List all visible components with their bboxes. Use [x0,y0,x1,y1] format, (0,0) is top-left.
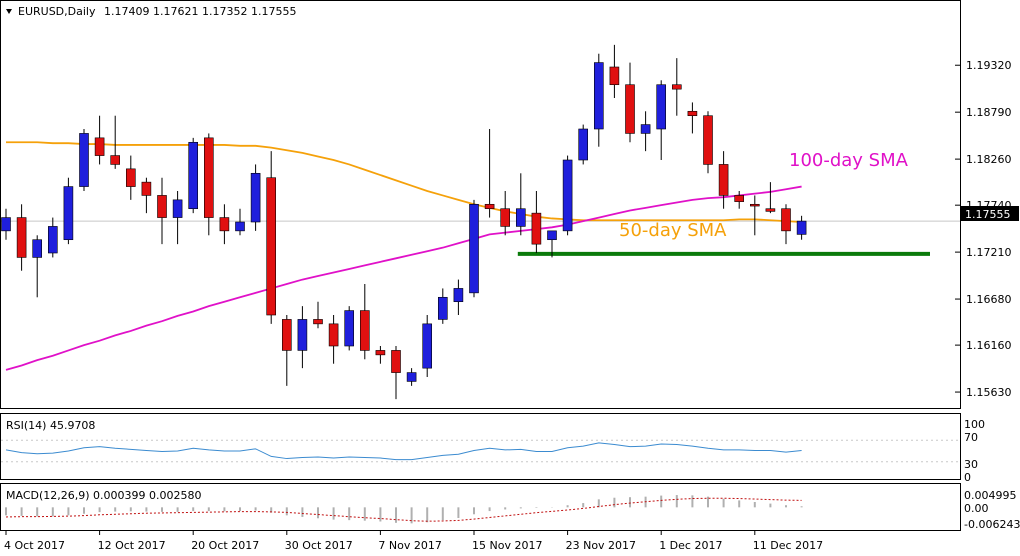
candle-bear [718,164,729,196]
candle-bear [500,208,511,227]
rsi-level-70: 70 [964,431,978,444]
macd-level-zero: 0.00 [964,502,989,515]
time-tick-label: 20 Oct 2017 [191,539,259,552]
candle-bear [749,203,760,207]
candle-bear [204,137,214,218]
candle-bear [671,84,682,90]
ohlc-values: 1.17409 1.17621 1.17352 1.17555 [104,5,296,18]
candle-bull [188,141,198,210]
price-tick-label: 1.17210 [966,246,1012,259]
candle-bear [94,137,105,156]
candle-bull [640,124,651,134]
rsi-panel-frame [0,413,961,480]
candle-bear [141,181,152,196]
candle-bull [47,226,58,254]
candle-bull [515,208,526,227]
candle-bull [422,323,433,369]
candle-bear [313,319,323,325]
macd-label: MACD(12,26,9) 0.000399 0.002580 [6,489,202,502]
price-tick-label: 1.16680 [966,293,1012,306]
macd-plot [5,495,803,524]
price-tick-label: 1.18790 [966,106,1012,119]
sma100-line [5,185,802,371]
candle-bear [765,208,776,212]
candle-bear [126,168,136,187]
time-axis: 4 Oct 2017 12 Oct 2017 20 Oct 2017 30 Oct 2… [4,530,823,552]
candle-bull [79,133,89,187]
rsi-level-100: 100 [964,418,985,431]
macd-level-high: 0.004995 [964,489,1017,502]
candle-bear [375,350,386,356]
macd-panel-frame [0,483,961,531]
time-tick-label: 7 Nov 2017 [378,539,441,552]
candle-bull [562,159,573,232]
candle-bear [16,217,27,258]
candle-bear [110,155,120,165]
rsi-plot [1,439,960,463]
candle-bear [484,203,495,210]
rsi-level-0: 0 [964,471,971,484]
time-tick-label: 30 Oct 2017 [285,539,353,552]
rsi-level-30: 30 [964,458,978,471]
candle-bear [687,110,698,117]
price-axis: 1.193201.187901.182601.177401.172101.166… [955,59,1012,399]
time-tick-label: 23 Nov 2017 [566,539,636,552]
symbol-label: EURUSD,Daily [18,5,96,18]
candle-bull [593,62,604,130]
candle-bull [344,310,355,347]
macd-signal-line [5,497,802,522]
candle-bull [796,220,807,235]
rsi-label: RSI(14) 45.9708 [6,419,95,432]
candle-bear [609,66,620,86]
candle-bull [453,288,464,303]
candle-bear [391,350,401,373]
candle-bull [250,172,261,223]
candle-bear [781,208,791,232]
current-price-tag [961,206,1019,221]
price-tick-label: 1.18260 [966,153,1012,166]
rsi-line [5,442,802,461]
current-price-value: 1.17555 [965,208,1011,221]
candle-bull [297,319,308,351]
sma50-line [6,141,802,223]
time-tick-label: 4 Oct 2017 [4,539,65,552]
candle-bull [235,221,245,232]
sma50-annotation: 50-day SMA [619,220,727,241]
price-tick-label: 1.19320 [966,59,1012,72]
time-tick-label: 11 Dec 2017 [753,539,823,552]
candle-bear [281,319,292,351]
price-tick-label: 1.16160 [966,339,1012,352]
time-tick-label: 12 Oct 2017 [98,539,166,552]
candle-bear [266,177,277,316]
candle-bull [406,372,417,382]
sma100-annotation: 100-day SMA [789,150,909,171]
candle-bear [531,212,542,245]
candle-bear [359,310,370,351]
candlesticks [1,44,807,400]
candle-bull [1,217,11,232]
sma-lines [5,141,802,371]
candle-bear [157,195,167,218]
dropdown-triangle-icon[interactable] [6,9,12,14]
candle-bear [219,217,230,232]
candle-bull [469,203,479,294]
candle-bull [63,186,74,241]
time-tick-label: 1 Dec 2017 [659,539,722,552]
candle-bull [172,199,183,218]
time-tick-label: 15 Nov 2017 [472,539,542,552]
main-panel-frame [0,0,961,409]
candle-bull [578,128,589,161]
candle-bear [734,195,745,202]
candle-bear [703,115,713,165]
price-tick-label: 1.15630 [966,386,1012,399]
macd-level-low: -0.006243 [964,518,1020,531]
candle-bull [437,296,448,320]
candle-bull [32,239,43,258]
candle-bull [656,84,667,130]
candle-bear [328,323,339,347]
candle-bull [547,230,557,241]
candle-bear [625,84,635,134]
